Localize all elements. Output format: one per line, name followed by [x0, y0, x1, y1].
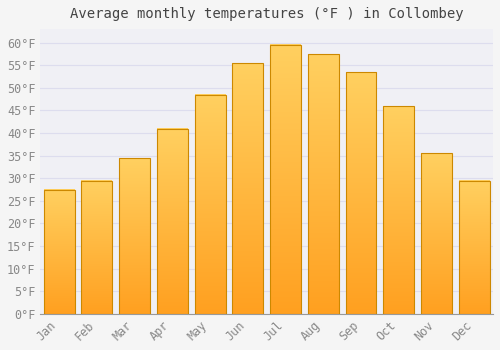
- Bar: [308, 54, 338, 314]
- Bar: [346, 72, 376, 314]
- Bar: [119, 158, 150, 314]
- Bar: [458, 181, 490, 314]
- Bar: [384, 106, 414, 314]
- Bar: [157, 128, 188, 314]
- Bar: [421, 153, 452, 314]
- Bar: [232, 63, 264, 314]
- Bar: [44, 190, 74, 314]
- Title: Average monthly temperatures (°F ) in Collombey: Average monthly temperatures (°F ) in Co…: [70, 7, 464, 21]
- Bar: [194, 94, 226, 314]
- Bar: [270, 45, 301, 314]
- Bar: [82, 181, 112, 314]
